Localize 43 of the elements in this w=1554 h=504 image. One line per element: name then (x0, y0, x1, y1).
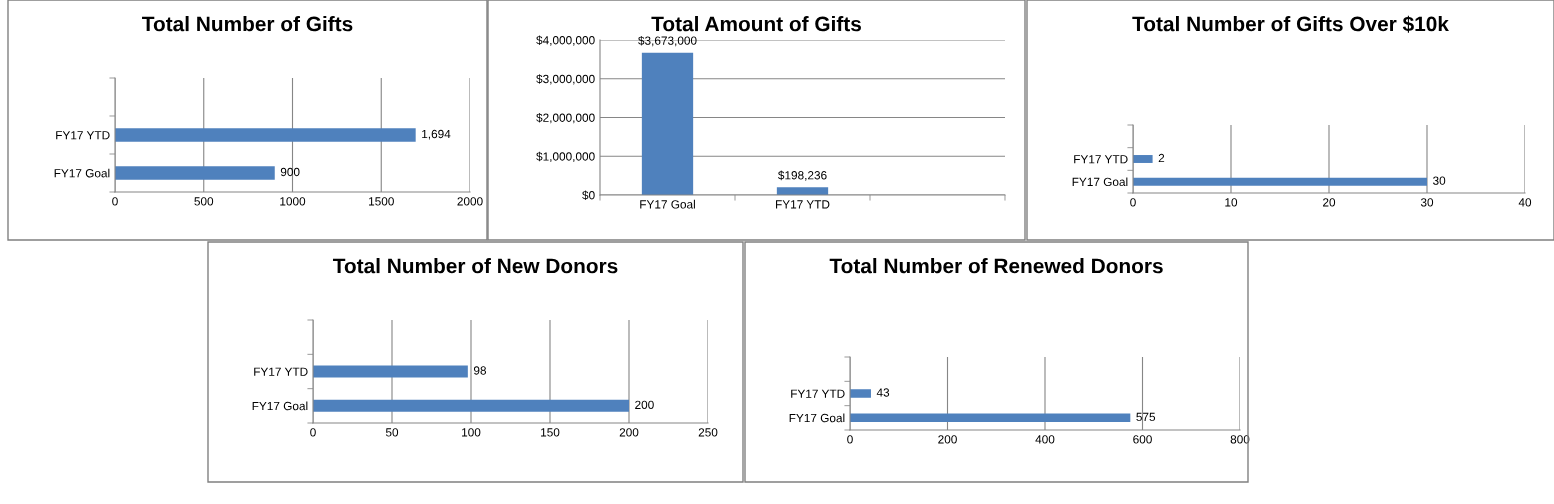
x-tick-label: 600 (1133, 435, 1152, 444)
data-label: 900 (280, 167, 300, 177)
x-tick-label: 30 (1420, 198, 1434, 207)
data-label: 2 (1158, 153, 1165, 163)
x-tick-label: 100 (462, 428, 481, 437)
x-tick-label: 1000 (280, 197, 306, 206)
y-tick-label: $2,000,000 (536, 113, 595, 124)
x-tick-label: FY17 YTD (776, 200, 830, 209)
x-tick-label: 0 (112, 197, 118, 206)
data-label: 575 (1136, 412, 1156, 421)
x-tick-label: 800 (1230, 435, 1250, 444)
x-tick-label: 400 (1035, 435, 1055, 444)
x-tick-label: 2000 (457, 197, 483, 206)
chart-title: Total Number of New Donors (332, 258, 618, 274)
x-tick-label: 0 (310, 428, 316, 437)
x-tick-label: 500 (194, 197, 214, 206)
data-label: 30 (1433, 176, 1446, 185)
data-label: 43 (876, 388, 890, 397)
data-label: 1,694 (422, 129, 451, 140)
data-label: 200 (635, 400, 654, 409)
x-tick-label: FY17 Goal (640, 199, 695, 209)
x-tick-label: 50 (385, 428, 399, 437)
y-tick-label: $3,000,000 (536, 74, 595, 85)
x-tick-label: 200 (938, 435, 957, 444)
x-tick-label: 10 (1225, 198, 1238, 207)
x-tick-label: 250 (698, 428, 718, 437)
y-tick-label: $4,000,000 (536, 35, 595, 46)
x-tick-label: 0 (847, 435, 853, 444)
chart-title: Total Number of Gifts Over $10k (1132, 15, 1449, 33)
chart-title: Total Number of Gifts (142, 16, 353, 32)
x-tick-label: 1500 (369, 197, 394, 206)
data-label: $198,236 (778, 170, 827, 181)
data-label: $3,673,000 (638, 35, 697, 47)
y-tick-label: $0 (582, 190, 595, 201)
x-tick-label: 200 (619, 428, 639, 437)
chart-title: Total Number of Renewed Donors (829, 258, 1163, 274)
x-tick-label: 40 (1518, 198, 1532, 207)
chart-title: Total Amount of Gifts (651, 16, 861, 32)
y-tick-label: $1,000,000 (536, 151, 595, 163)
x-tick-label: 0 (1130, 198, 1136, 207)
data-label: 98 (473, 366, 487, 375)
x-tick-label: 150 (541, 428, 560, 437)
x-tick-label: 20 (1323, 198, 1336, 207)
